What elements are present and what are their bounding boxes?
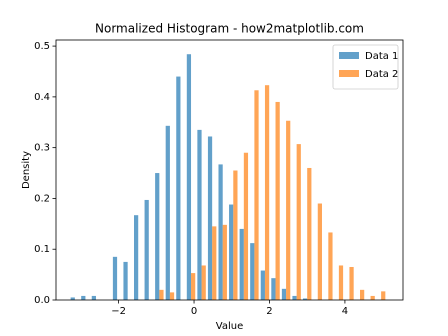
plot-frame (55, 39, 404, 301)
bar (169, 292, 175, 300)
bar (70, 297, 75, 300)
legend-swatch (339, 70, 359, 77)
bar (159, 289, 164, 300)
bar (243, 152, 249, 300)
chart-title: Normalized Histogram - how2matplotlib.co… (95, 22, 364, 36)
bar (197, 129, 202, 300)
bar (144, 199, 149, 300)
bar (338, 265, 344, 300)
y-tick-label: 0.5 (34, 41, 50, 52)
bar (201, 265, 206, 300)
bar (212, 226, 217, 300)
bar (133, 215, 139, 300)
y-tick-label: 0.2 (34, 193, 50, 204)
bar (328, 232, 333, 300)
bar (370, 295, 375, 300)
bar (349, 266, 354, 300)
bar (176, 76, 181, 300)
y-axis-label: Density (21, 151, 32, 189)
bar (239, 228, 244, 300)
bar (165, 125, 170, 300)
bar (250, 243, 255, 300)
bar (292, 295, 297, 300)
bar (260, 270, 265, 300)
bar (123, 261, 128, 300)
bar (296, 144, 301, 300)
bar (222, 224, 227, 300)
bar (186, 54, 192, 300)
x-tick-label: 2 (266, 306, 272, 317)
x-axis-label: Value (216, 321, 243, 332)
legend-label: Data 1 (365, 51, 398, 62)
x-tick-label: 4 (342, 306, 348, 317)
bar (155, 173, 160, 300)
bar (91, 295, 96, 300)
y-tick-label: 0.4 (34, 92, 50, 103)
bar (317, 203, 322, 300)
bar (271, 278, 276, 300)
bar (307, 167, 312, 300)
bar (360, 289, 365, 300)
y-tick-label: 0.3 (34, 143, 50, 154)
bar (264, 85, 270, 300)
bar (302, 298, 308, 300)
bar (218, 164, 223, 300)
bar (229, 204, 234, 300)
x-tick-label: −2 (111, 306, 126, 317)
bar (381, 291, 386, 300)
bar (254, 90, 259, 300)
bar (112, 256, 118, 300)
bar (207, 136, 213, 300)
bar (281, 288, 287, 300)
x-tick-label: 0 (191, 306, 197, 317)
bar (81, 295, 86, 300)
y-tick-label: 0.0 (34, 295, 50, 306)
legend-label: Data 2 (365, 69, 398, 80)
y-tick-label: 0.1 (34, 244, 50, 255)
bar (275, 101, 280, 300)
legend-swatch (339, 52, 359, 59)
bar (286, 120, 291, 300)
bar (233, 170, 238, 300)
bar (191, 273, 196, 300)
